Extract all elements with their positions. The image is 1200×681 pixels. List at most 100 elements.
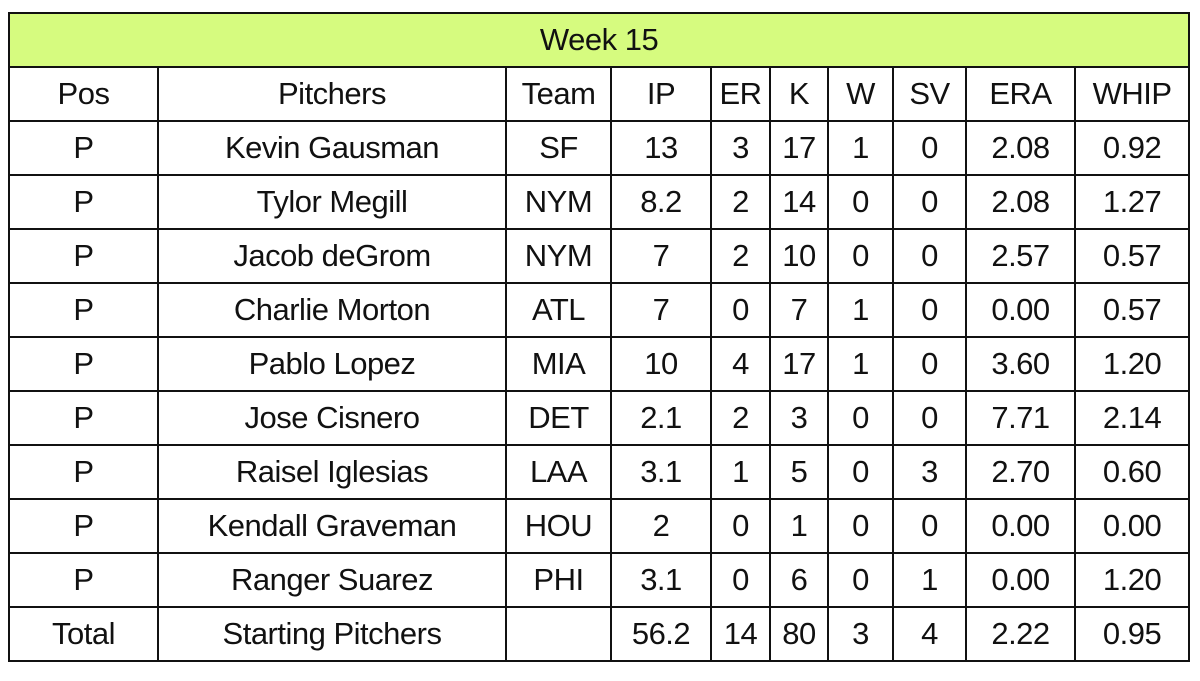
table-row: P Raisel Iglesias LAA 3.1 1 5 0 3 2.70 0.60	[8, 444, 1191, 500]
column-header-whip: WHIP	[1073, 66, 1191, 122]
cell-whip: 0.92	[1073, 120, 1191, 176]
cell-era: 3.60	[965, 336, 1076, 392]
cell-k: 6	[769, 552, 829, 608]
column-header-era: ERA	[965, 66, 1076, 122]
cell-era: 2.57	[965, 228, 1076, 284]
total-w: 3	[827, 606, 894, 662]
column-header-pitcher: Pitchers	[157, 66, 507, 122]
cell-era: 2.08	[965, 174, 1076, 230]
total-era: 2.22	[965, 606, 1076, 662]
cell-k: 14	[769, 174, 829, 230]
cell-k: 5	[769, 444, 829, 500]
cell-w: 1	[827, 336, 894, 392]
cell-k: 17	[769, 336, 829, 392]
column-header-k: K	[769, 66, 829, 122]
cell-era: 7.71	[965, 390, 1076, 446]
cell-er: 2	[710, 390, 771, 446]
cell-ip: 2.1	[610, 390, 712, 446]
cell-sv: 0	[892, 336, 967, 392]
cell-pos: P	[8, 390, 159, 446]
cell-k: 7	[769, 282, 829, 338]
cell-sv: 0	[892, 498, 967, 554]
total-er: 14	[710, 606, 771, 662]
cell-pos: P	[8, 336, 159, 392]
total-row: Total Starting Pitchers 56.2 14 80 3 4 2.22 0.95	[8, 606, 1191, 662]
cell-pos: P	[8, 120, 159, 176]
cell-sv: 3	[892, 444, 967, 500]
cell-pitcher: Kevin Gausman	[157, 120, 507, 176]
table-row: P Pablo Lopez MIA 10 4 17 1 0 3.60 1.20	[8, 336, 1191, 392]
cell-sv: 0	[892, 390, 967, 446]
cell-w: 0	[827, 228, 894, 284]
cell-w: 0	[827, 444, 894, 500]
cell-w: 0	[827, 174, 894, 230]
total-pitcher: Starting Pitchers	[157, 606, 507, 662]
cell-team: SF	[505, 120, 612, 176]
cell-er: 2	[710, 174, 771, 230]
cell-pitcher: Jose Cisnero	[157, 390, 507, 446]
cell-er: 0	[710, 498, 771, 554]
total-whip: 0.95	[1073, 606, 1191, 662]
cell-era: 2.08	[965, 120, 1076, 176]
cell-pos: P	[8, 282, 159, 338]
cell-w: 1	[827, 120, 894, 176]
cell-team: DET	[505, 390, 612, 446]
cell-team: MIA	[505, 336, 612, 392]
cell-pitcher: Ranger Suarez	[157, 552, 507, 608]
cell-team: LAA	[505, 444, 612, 500]
table-row: P Kevin Gausman SF 13 3 17 1 0 2.08 0.92	[8, 120, 1191, 176]
cell-ip: 3.1	[610, 444, 712, 500]
cell-ip: 7	[610, 228, 712, 284]
cell-pos: P	[8, 444, 159, 500]
cell-k: 1	[769, 498, 829, 554]
total-sv: 4	[892, 606, 967, 662]
cell-pos: P	[8, 174, 159, 230]
cell-w: 1	[827, 282, 894, 338]
cell-whip: 0.60	[1073, 444, 1191, 500]
table-row: P Jose Cisnero DET 2.1 2 3 0 0 7.71 2.14	[8, 390, 1191, 446]
column-header-ip: IP	[610, 66, 712, 122]
cell-k: 3	[769, 390, 829, 446]
table-row: P Tylor Megill NYM 8.2 2 14 0 0 2.08 1.27	[8, 174, 1191, 230]
cell-whip: 1.20	[1073, 336, 1191, 392]
cell-whip: 1.20	[1073, 552, 1191, 608]
table-row: P Ranger Suarez PHI 3.1 0 6 0 1 0.00 1.20	[8, 552, 1191, 608]
cell-sv: 0	[892, 282, 967, 338]
cell-pitcher: Kendall Graveman	[157, 498, 507, 554]
cell-team: ATL	[505, 282, 612, 338]
cell-pitcher: Raisel Iglesias	[157, 444, 507, 500]
column-header-pos: Pos	[8, 66, 159, 122]
header-row: Pos Pitchers Team IP ER K W SV ERA WHIP	[8, 66, 1191, 122]
cell-k: 10	[769, 228, 829, 284]
cell-pos: P	[8, 228, 159, 284]
total-k: 80	[769, 606, 829, 662]
cell-er: 4	[710, 336, 771, 392]
table-row: P Jacob deGrom NYM 7 2 10 0 0 2.57 0.57	[8, 228, 1191, 284]
cell-team: HOU	[505, 498, 612, 554]
cell-w: 0	[827, 390, 894, 446]
cell-era: 0.00	[965, 498, 1076, 554]
table-row: P Charlie Morton ATL 7 0 7 1 0 0.00 0.57	[8, 282, 1191, 338]
title-row: Week 15	[7, 12, 1191, 68]
column-header-sv: SV	[892, 66, 967, 122]
cell-whip: 0.57	[1073, 228, 1191, 284]
cell-er: 0	[710, 552, 771, 608]
cell-sv: 0	[892, 228, 967, 284]
cell-pos: P	[8, 552, 159, 608]
cell-sv: 0	[892, 174, 967, 230]
cell-pitcher: Charlie Morton	[157, 282, 507, 338]
cell-er: 3	[710, 120, 771, 176]
cell-er: 2	[710, 228, 771, 284]
cell-ip: 2	[610, 498, 712, 554]
cell-w: 0	[827, 498, 894, 554]
cell-pitcher: Pablo Lopez	[157, 336, 507, 392]
cell-er: 0	[710, 282, 771, 338]
cell-w: 0	[827, 552, 894, 608]
cell-team: PHI	[505, 552, 612, 608]
cell-era: 0.00	[965, 282, 1076, 338]
cell-er: 1	[710, 444, 771, 500]
cell-sv: 1	[892, 552, 967, 608]
cell-pitcher: Tylor Megill	[157, 174, 507, 230]
total-ip: 56.2	[610, 606, 712, 662]
table-title: Week 15	[7, 12, 1191, 68]
